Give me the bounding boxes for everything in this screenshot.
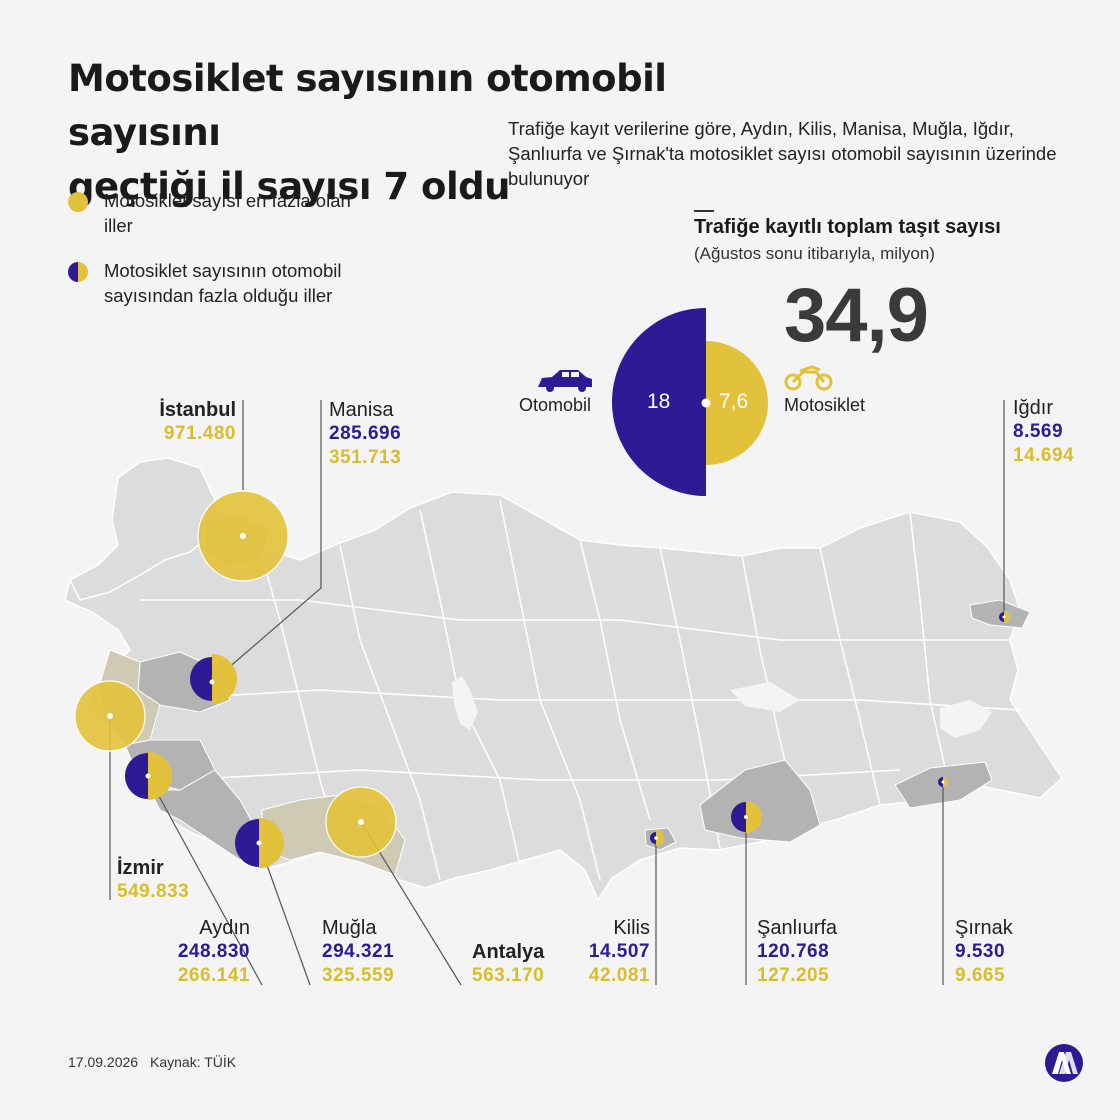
motorcycle-count: 351.713 xyxy=(329,447,402,468)
label-igdir: Iğdır 8.569 14.694 xyxy=(1013,396,1074,468)
label-sirnak: Şırnak 9.530 9.665 xyxy=(955,916,1013,988)
motorcycle-icon xyxy=(784,365,833,391)
motorcycle-label: Motosiklet xyxy=(784,395,866,415)
car-count: 8.569 xyxy=(1013,421,1064,442)
bubble-istanbul xyxy=(197,490,289,582)
legend-label: Motosiklet sayısının otomobil sayısından… xyxy=(104,260,342,306)
footer-date: 17.09.2026 xyxy=(68,1054,139,1070)
leader-lines xyxy=(109,400,1005,986)
motorcycle-total-value: 7,6 xyxy=(719,390,749,413)
bubble-igdir xyxy=(999,611,1010,623)
bubble-aydin xyxy=(125,752,172,800)
motorcycle-half xyxy=(706,341,768,465)
label-izmir: İzmir 549.833 xyxy=(117,856,189,904)
total-subtitle: (Ağustos sonu itibarıyla, milyon) xyxy=(694,244,935,263)
car-count: 120.768 xyxy=(757,941,830,962)
legend-label: Motosiklet sayısı en fazla olan iller xyxy=(104,190,351,236)
aa-logo xyxy=(1045,1044,1083,1082)
bubble-kilis xyxy=(650,830,664,846)
province-name: İzmir xyxy=(117,857,164,879)
total-title: Trafiğe kayıtlı toplam taşıt sayısı xyxy=(694,216,1001,238)
car-count: 285.696 xyxy=(329,423,402,444)
car-total-value: 18 xyxy=(647,390,671,413)
bubble-mugla xyxy=(235,818,284,868)
footer-source: Kaynak: TÜİK xyxy=(150,1054,237,1070)
label-manisa: Manisa 285.696 351.713 xyxy=(329,398,401,470)
label-aydin: Aydın 248.830 266.141 xyxy=(150,916,250,988)
legend-more-than-cars: Motosiklet sayısının otomobil sayısından… xyxy=(68,258,364,308)
label-istanbul: İstanbul 971.480 xyxy=(120,398,236,446)
total-vehicles-pie xyxy=(612,308,768,496)
label-sanliurfa: Şanlıurfa 120.768 127.205 xyxy=(757,916,837,988)
car-label: Otomobil xyxy=(519,395,592,415)
province-name: Manisa xyxy=(329,399,394,421)
province-name: Antalya xyxy=(472,941,545,963)
lake-keban xyxy=(730,682,800,712)
label-kilis: Kilis 14.507 42.081 xyxy=(550,916,650,988)
title-line-2: geçtiği il sayısı 7 oldu xyxy=(68,165,510,208)
car-count: 9.530 xyxy=(955,941,1006,962)
motorcycle-count: 266.141 xyxy=(177,965,250,986)
motorcycle-count: 325.559 xyxy=(322,965,395,986)
motorcycle-count: 9.665 xyxy=(955,965,1006,986)
car-half xyxy=(612,308,706,496)
total-value: 34,9 xyxy=(784,273,929,358)
divider xyxy=(694,210,714,212)
bubble-manisa xyxy=(190,654,237,704)
province-shape-sanliurfa xyxy=(699,759,821,843)
page-title: Motosiklet sayısının otomobil sayısını g… xyxy=(68,52,828,214)
bubble-izmir xyxy=(74,680,146,752)
title-line-1: Motosiklet sayısının otomobil sayısını xyxy=(68,57,667,154)
car-count: 14.507 xyxy=(588,941,650,962)
province-name: Iğdır xyxy=(1013,397,1054,419)
province-name: Muğla xyxy=(322,917,377,939)
motorcycle-count: 549.833 xyxy=(117,881,190,902)
split-dot-icon xyxy=(68,262,88,282)
motorcycle-count: 127.205 xyxy=(757,965,830,986)
province-name: Şırnak xyxy=(955,917,1013,939)
thrace-map xyxy=(69,457,216,601)
label-mugla: Muğla 294.321 325.559 xyxy=(322,916,394,988)
province-name: Kilis xyxy=(613,917,650,939)
motorcycle-count: 42.081 xyxy=(588,965,650,986)
province-name: Aydın xyxy=(199,917,250,939)
bubble-sirnak xyxy=(938,777,948,787)
province-name: Şanlıurfa xyxy=(757,917,838,939)
lake-tuz xyxy=(452,676,478,730)
car-count: 294.321 xyxy=(322,941,395,962)
bubble-antalya xyxy=(325,786,397,858)
car-count: 248.830 xyxy=(177,941,250,962)
subtitle: Trafiğe kayıt verilerine göre, Aydın, Ki… xyxy=(508,118,1057,189)
label-antalya: Antalya 563.170 xyxy=(472,940,544,988)
motorcycle-count: 563.170 xyxy=(472,965,545,986)
yellow-dot-icon xyxy=(68,192,88,212)
legend-most-motorcycles: Motosiklet sayısı en fazla olan iller xyxy=(68,188,364,238)
motorcycle-count: 14.694 xyxy=(1013,445,1075,466)
bubble-sanliurfa xyxy=(731,801,762,833)
car-icon xyxy=(538,370,592,392)
province-name: İstanbul xyxy=(159,399,236,421)
motorcycle-count: 971.480 xyxy=(163,423,236,444)
lake-van xyxy=(940,700,992,738)
